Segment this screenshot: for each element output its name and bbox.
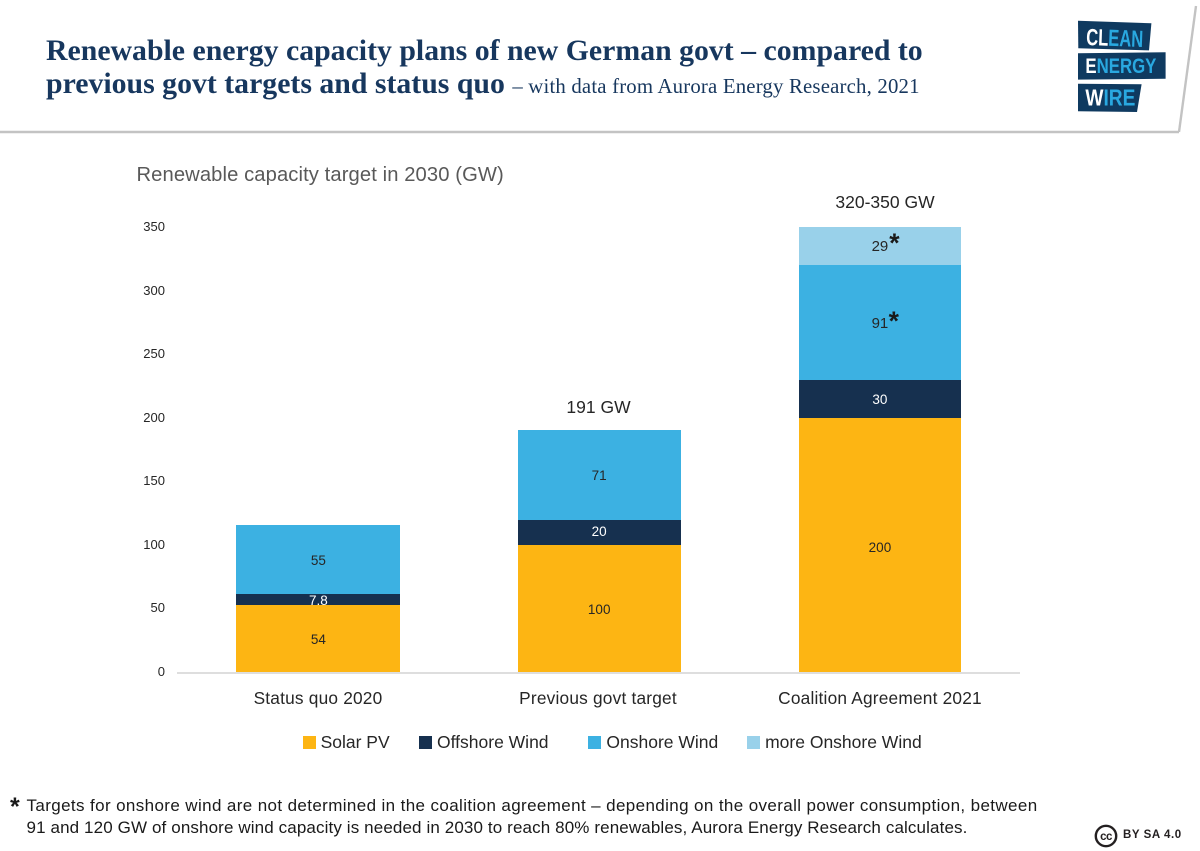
svg-text:CLEAN: CLEAN xyxy=(1086,24,1144,52)
svg-text:WIRE: WIRE xyxy=(1085,84,1135,110)
svg-text:ENERGY: ENERGY xyxy=(1085,54,1156,78)
svg-text:cc: cc xyxy=(1100,831,1113,843)
